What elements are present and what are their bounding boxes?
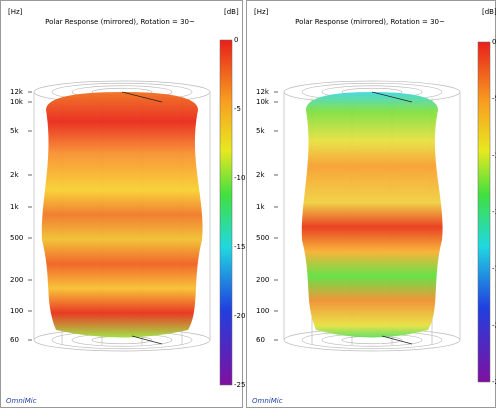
y-tick-label: 2k [256, 171, 265, 179]
colorbar-label: -2 [492, 378, 496, 386]
wireframe [283, 92, 461, 340]
wireframe [33, 92, 211, 340]
colorbar-label: 0 [492, 38, 496, 46]
axis-marker [121, 91, 163, 103]
y-tick-label: 1k [256, 203, 265, 211]
colorbar-label: -25 [234, 381, 245, 389]
y-tick-label: 10k [256, 98, 270, 106]
colorbar-label: -15 [234, 243, 245, 251]
y-tick-label: 200 [256, 276, 269, 284]
axis-marker [131, 335, 163, 345]
unit-label: [Hz] [8, 8, 23, 16]
response-surface [41, 92, 203, 338]
chart-title: Polar Response (mirrored), Rotation = 30… [45, 18, 195, 26]
unit-label: [dB] [224, 8, 239, 16]
y-tick-label: 5k [256, 127, 265, 135]
colorbar-label: 0 [234, 36, 238, 44]
y-tick-label: 12k [10, 88, 24, 96]
y-tick-label: 500 [10, 234, 23, 242]
y-tick-label: 1k [10, 203, 19, 211]
colorbar-label: -1 [492, 265, 496, 273]
brand: OmniMic [252, 397, 283, 405]
colorbar [219, 39, 233, 386]
y-tick-label: 100 [10, 307, 23, 315]
y-tick-label: 60 [10, 336, 19, 344]
colorbar-label: -20 [234, 312, 245, 320]
response-surface [301, 92, 443, 338]
brand: OmniMic [6, 397, 37, 405]
axis-marker [371, 91, 413, 103]
colorbar-label: -10 [234, 174, 245, 182]
unit-label: [Hz] [254, 8, 269, 16]
y-tick-label: 12k [256, 88, 270, 96]
colorbar [477, 41, 491, 383]
colorbar-label: -5 [492, 95, 496, 103]
y-tick-label: 2k [10, 171, 19, 179]
y-tick-label: 60 [256, 336, 265, 344]
chart-title: Polar Response (mirrored), Rotation = 30… [295, 18, 445, 26]
axis-marker [381, 335, 413, 345]
colorbar-label: -2 [492, 321, 496, 329]
colorbar-label: -1 [492, 151, 496, 159]
unit-label: [dB] [482, 8, 496, 16]
y-tick-label: 500 [256, 234, 269, 242]
colorbar-label: -1 [492, 208, 496, 216]
colorbar-label: -5 [234, 105, 241, 113]
y-tick-label: 200 [10, 276, 23, 284]
y-tick-label: 10k [10, 98, 24, 106]
y-tick-label: 100 [256, 307, 269, 315]
y-tick-label: 5k [10, 127, 19, 135]
